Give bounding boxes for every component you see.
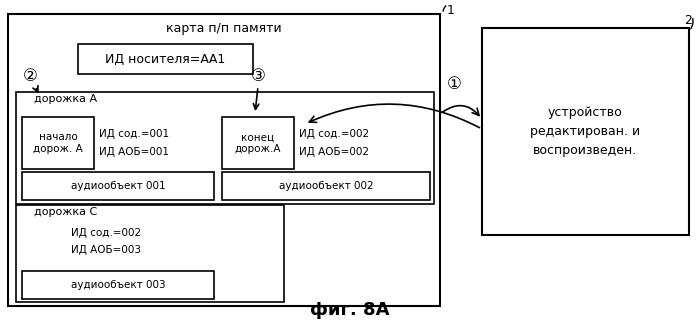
Bar bbox=[222, 117, 294, 169]
Bar bbox=[22, 172, 214, 200]
Text: ИД сод.=002: ИД сод.=002 bbox=[71, 228, 141, 238]
Text: ②: ② bbox=[22, 67, 38, 85]
FancyArrowPatch shape bbox=[442, 106, 479, 115]
Bar bbox=[22, 117, 94, 169]
Text: ИД сод.=001: ИД сод.=001 bbox=[99, 129, 169, 139]
Text: 2: 2 bbox=[684, 14, 692, 27]
Text: аудиообъект 002: аудиообъект 002 bbox=[279, 181, 373, 191]
Text: аудиообъект 001: аудиообъект 001 bbox=[71, 181, 165, 191]
Text: карта п/п памяти: карта п/п памяти bbox=[166, 22, 282, 35]
Bar bbox=[8, 14, 440, 306]
Text: ③: ③ bbox=[250, 67, 266, 85]
Text: устройство
редактирован. и
воспроизведен.: устройство редактирован. и воспроизведен… bbox=[531, 106, 640, 157]
Bar bbox=[78, 44, 253, 74]
Text: конец
дорож.А: конец дорож.А bbox=[235, 132, 281, 154]
Text: ИД АОБ=001: ИД АОБ=001 bbox=[99, 147, 169, 157]
Text: ИД носителя=АА1: ИД носителя=АА1 bbox=[106, 52, 226, 65]
Text: фиг. 8А: фиг. 8А bbox=[310, 301, 390, 319]
Text: ИД АОБ=003: ИД АОБ=003 bbox=[71, 245, 141, 255]
Text: ИД сод.=002: ИД сод.=002 bbox=[299, 129, 369, 139]
Text: 1: 1 bbox=[447, 4, 455, 17]
Text: ①: ① bbox=[447, 75, 461, 93]
Bar bbox=[16, 92, 434, 204]
Bar bbox=[16, 205, 284, 302]
Text: начало
дорож. А: начало дорож. А bbox=[33, 132, 83, 154]
Text: дорожка А: дорожка А bbox=[34, 94, 97, 104]
Text: аудиообъект 003: аудиообъект 003 bbox=[71, 280, 165, 290]
Bar bbox=[482, 28, 689, 235]
Bar bbox=[22, 271, 214, 299]
Bar bbox=[222, 172, 430, 200]
Text: дорожка С: дорожка С bbox=[34, 207, 97, 217]
Text: ИД АОБ=002: ИД АОБ=002 bbox=[299, 147, 369, 157]
FancyArrowPatch shape bbox=[309, 104, 480, 128]
